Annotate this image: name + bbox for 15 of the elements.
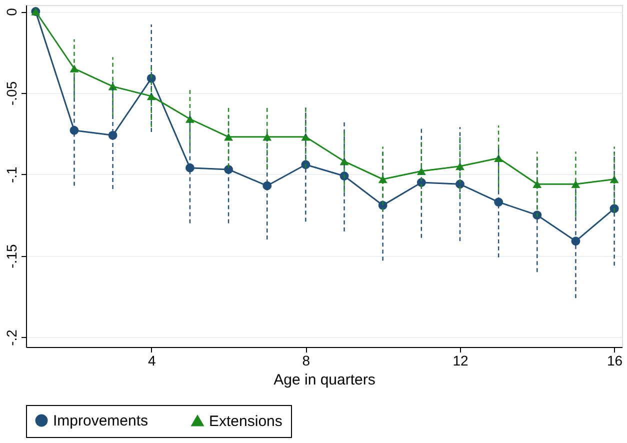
point	[494, 198, 504, 207]
legend-label: Improvements	[53, 412, 148, 430]
legend-label: Extensions	[209, 412, 282, 430]
y-tick-label: -.2	[4, 329, 20, 346]
x-axis-title: Age in quarters	[274, 372, 376, 388]
y-tick-label: 0	[4, 8, 20, 16]
point	[532, 210, 542, 220]
y-tick-label: -.05	[4, 81, 20, 106]
x-tick-label: 12	[452, 352, 468, 368]
x-tick-label: 16	[606, 352, 623, 368]
x-tick-label: 8	[302, 352, 310, 368]
y-tick-label: -.1	[4, 166, 20, 184]
point	[224, 133, 233, 141]
y-tick-label: -.15	[4, 244, 20, 268]
x-tick-label: 4	[148, 352, 156, 368]
